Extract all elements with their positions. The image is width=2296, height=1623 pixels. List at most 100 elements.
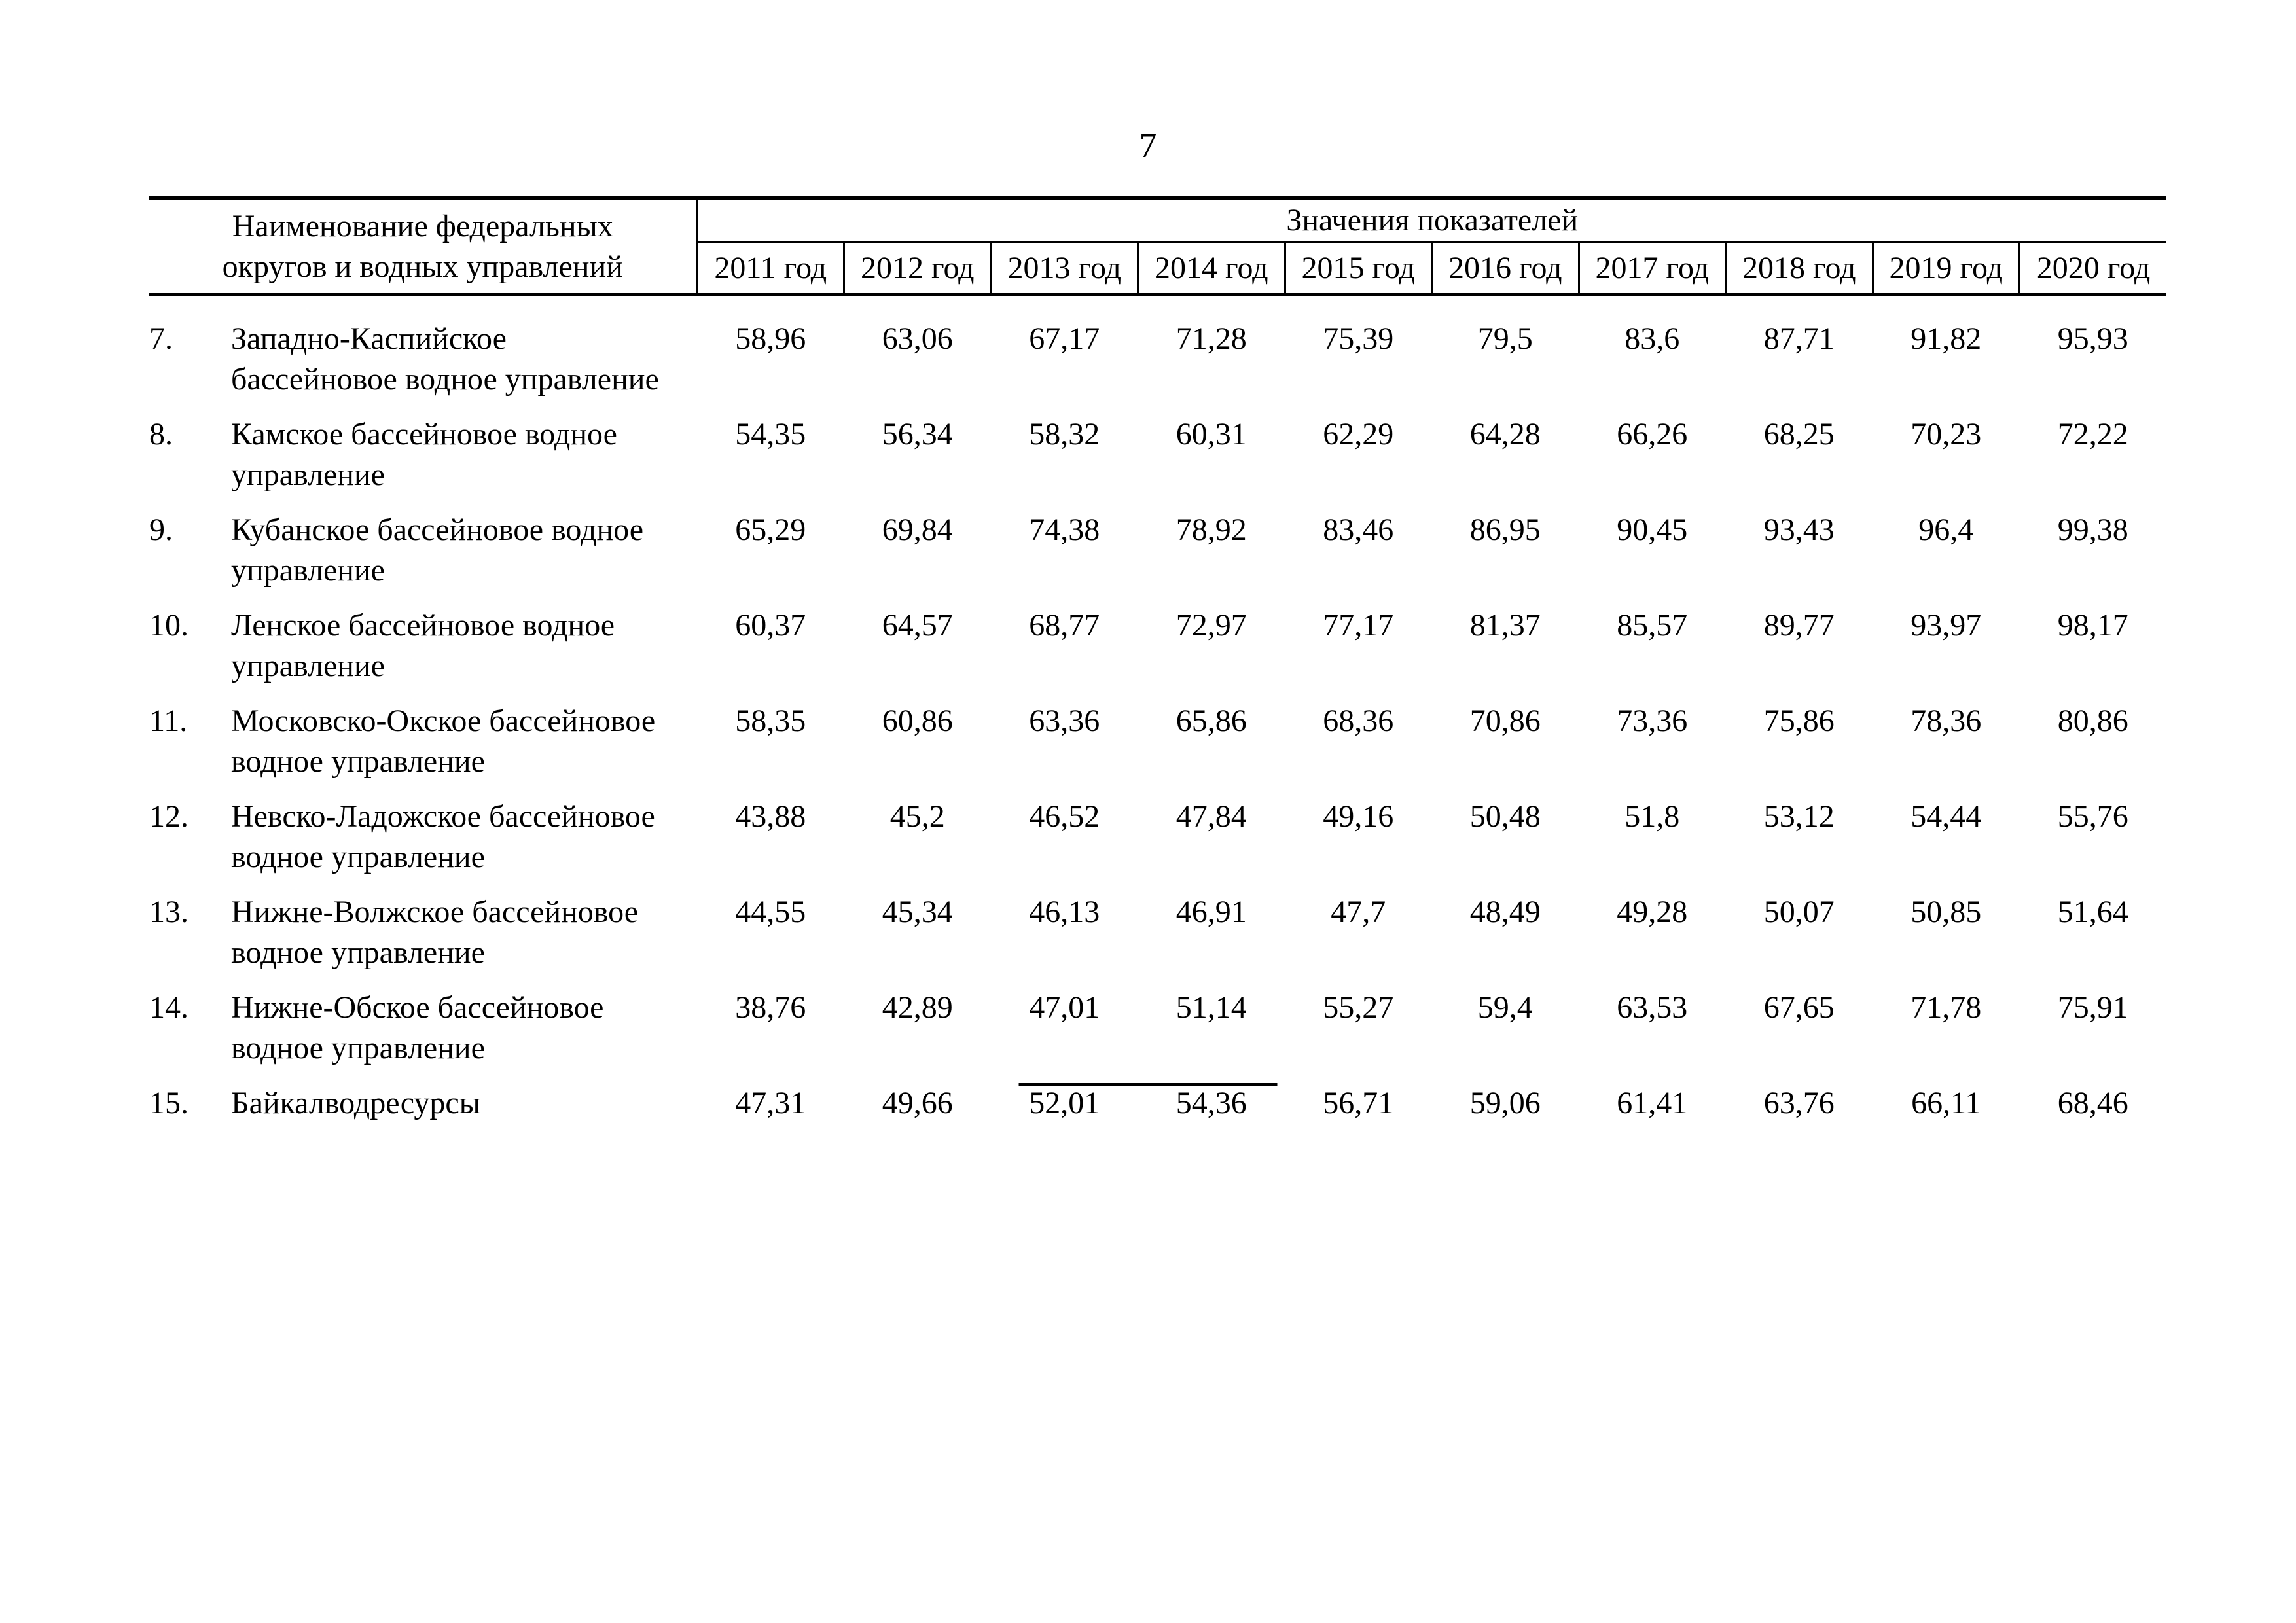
row-name: Западно-Каспийское бассейновое водное уп…: [231, 321, 659, 397]
year-value-cell: 54,36: [1175, 1086, 1247, 1120]
year-value-cell: 47,01: [1029, 990, 1100, 1025]
year-value-cell: 48,49: [1469, 895, 1541, 929]
year-value-cell: 63,36: [1029, 704, 1100, 738]
table-row: 14. Нижне-Обское бассейновое водное управ…: [149, 981, 2166, 1077]
year-value-cell: 81,37: [1469, 608, 1541, 643]
year-value-cell: 46,91: [1175, 895, 1247, 929]
year-value-cell: 53,12: [1763, 799, 1835, 834]
year-value-cell: 51,64: [2057, 895, 2128, 929]
year-value-cell: 86,95: [1469, 512, 1541, 547]
year-value-cell: 65,86: [1175, 704, 1247, 738]
year-value-cell: 54,44: [1910, 799, 1982, 834]
year-value-cell: 46,52: [1029, 799, 1100, 834]
year-value-cell: 64,28: [1469, 417, 1541, 452]
year-value-cell: 93,43: [1763, 512, 1835, 547]
year-value-cell: 93,97: [1910, 608, 1982, 643]
year-column-header: 2016 год: [1431, 242, 1579, 296]
year-value-cell: 77,17: [1323, 608, 1394, 643]
row-name: Камское бассейновое водное управление: [231, 417, 617, 492]
year-value-cell: 68,25: [1763, 417, 1835, 452]
year-value-cell: 50,85: [1910, 895, 1982, 929]
year-value-cell: 96,4: [1918, 512, 1974, 547]
year-value-cell: 56,71: [1323, 1086, 1394, 1120]
row-number: 11.: [149, 704, 188, 738]
table-row: 10. Ленское бассейновое водное управление…: [149, 599, 2166, 694]
year-value-cell: 72,22: [2057, 417, 2128, 452]
year-value-cell: 62,29: [1323, 417, 1394, 452]
row-name: Кубанское бассейновое водное управление: [231, 512, 644, 588]
year-value-cell: 55,76: [2057, 799, 2128, 834]
row-number: 10.: [149, 608, 188, 643]
year-value-cell: 63,76: [1763, 1086, 1835, 1120]
table-row: 7. Западно-Каспийское бассейновое водное …: [149, 295, 2166, 408]
year-value-cell: 47,84: [1175, 799, 1247, 834]
row-number: 7.: [149, 321, 173, 356]
row-name: Ленское бассейновое водное управление: [231, 608, 615, 683]
year-value-cell: 74,38: [1029, 512, 1100, 547]
year-value-cell: 68,77: [1029, 608, 1100, 643]
row-number: 9.: [149, 512, 173, 547]
year-value-cell: 91,82: [1910, 321, 1982, 356]
year-value-cell: 89,77: [1763, 608, 1835, 643]
row-number: 12.: [149, 799, 188, 834]
year-value-cell: 71,78: [1910, 990, 1982, 1025]
year-value-cell: 73,36: [1617, 704, 1688, 738]
year-value-cell: 70,86: [1469, 704, 1541, 738]
table-row: 8. Камское бассейновое водное управление 5…: [149, 408, 2166, 503]
year-value-cell: 61,41: [1617, 1086, 1688, 1120]
year-value-cell: 51,14: [1175, 990, 1247, 1025]
year-column-header: 2020 год: [2018, 242, 2166, 296]
year-value-cell: 67,65: [1763, 990, 1835, 1025]
year-column-header: 2019 год: [1871, 242, 2020, 296]
year-value-cell: 54,35: [735, 417, 806, 452]
row-name: Невско-Ладожское бассейновое водное упра…: [231, 799, 655, 874]
year-value-cell: 51,8: [1624, 799, 1680, 834]
row-number: 13.: [149, 895, 188, 929]
year-value-cell: 58,96: [735, 321, 806, 356]
year-value-cell: 78,92: [1175, 512, 1247, 547]
table-header: Наименование федеральных округов и водны…: [149, 198, 2166, 296]
year-value-cell: 99,38: [2057, 512, 2128, 547]
year-value-cell: 45,34: [882, 895, 953, 929]
year-value-cell: 44,55: [735, 895, 806, 929]
year-value-cell: 50,48: [1469, 799, 1541, 834]
footnote-rule: [1018, 1083, 1278, 1086]
year-value-cell: 55,27: [1323, 990, 1394, 1025]
year-value-cell: 68,46: [2057, 1086, 2128, 1120]
year-value-cell: 43,88: [735, 799, 806, 834]
year-value-cell: 47,31: [735, 1086, 806, 1120]
year-value-cell: 63,06: [882, 321, 953, 356]
year-value-cell: 75,91: [2057, 990, 2128, 1025]
header-row-years: 2011 год 2012 год 2013 год 2014 год 2015…: [149, 242, 2166, 296]
year-value-cell: 60,31: [1175, 417, 1247, 452]
table-row: 15. Байкалводресурсы 47,31 49,66 52,01 54,36 5…: [149, 1077, 2166, 1132]
header-row-top: Наименование федеральных округов и водны…: [149, 198, 2166, 296]
year-value-cell: 47,7: [1331, 895, 1386, 929]
year-value-cell: 49,16: [1323, 799, 1394, 834]
year-value-cell: 98,17: [2057, 608, 2128, 643]
year-value-cell: 58,35: [735, 704, 806, 738]
year-column-header: 2015 год: [1283, 242, 1432, 296]
year-column-header: 2014 год: [1137, 242, 1285, 296]
year-value-cell: 42,89: [882, 990, 953, 1025]
year-value-cell: 68,36: [1323, 704, 1394, 738]
row-name: Байкалводресурсы: [231, 1086, 480, 1120]
table-row: 13. Нижне-Волжское бассейновое водное упр…: [149, 885, 2166, 981]
year-value-cell: 56,34: [882, 417, 953, 452]
year-value-cell: 58,32: [1029, 417, 1100, 452]
row-number: 14.: [149, 990, 188, 1025]
year-column-header: 2018 год: [1725, 242, 1873, 296]
year-value-cell: 71,28: [1175, 321, 1247, 356]
year-value-cell: 69,84: [882, 512, 953, 547]
row-number: 15.: [149, 1086, 188, 1120]
year-value-cell: 79,5: [1477, 321, 1533, 356]
year-column-header: 2011 год: [697, 242, 844, 296]
year-value-cell: 87,71: [1763, 321, 1835, 356]
indicators-table: Наименование федеральных округов и водны…: [149, 196, 2166, 1132]
year-column-header: 2013 год: [990, 242, 1138, 296]
year-value-cell: 60,86: [882, 704, 953, 738]
name-column-header: Наименование федеральных округов и водны…: [149, 198, 698, 296]
year-value-cell: 59,06: [1469, 1086, 1541, 1120]
year-value-cell: 66,11: [1911, 1086, 1981, 1120]
